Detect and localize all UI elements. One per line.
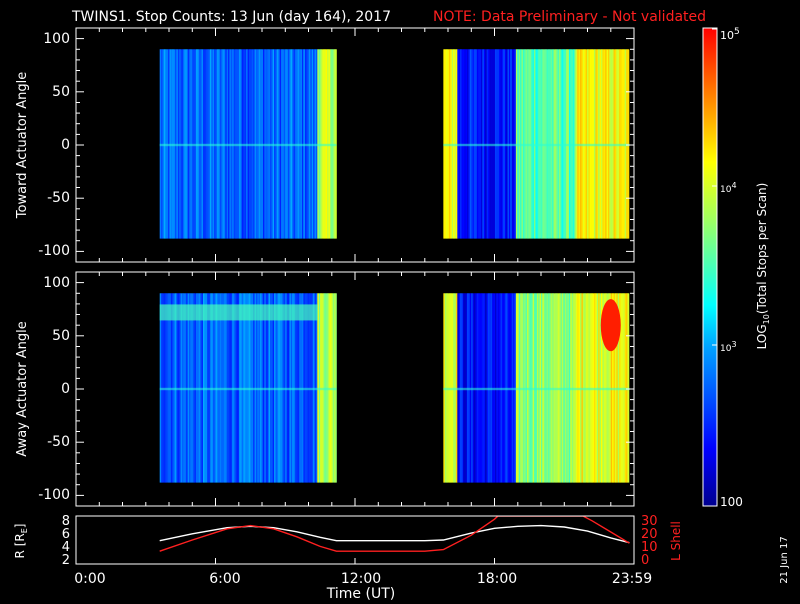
colorbar-ticks: [712, 28, 717, 346]
toward-ytick-100: 100: [43, 31, 70, 47]
colorbar-tick-label-1e3: 103: [720, 340, 737, 354]
toward-ytick-0: 0: [61, 137, 70, 153]
x-axis-label: Time (UT): [326, 586, 395, 600]
l-shell-line: [159, 516, 630, 552]
colorbar-tick-label-top: 105: [720, 27, 740, 42]
colorbar-tick-top-base: 10: [720, 29, 734, 42]
away-zero-angle-band: [443, 387, 630, 391]
axes-ticks: [75, 28, 635, 564]
toward-heatmap: [159, 49, 630, 239]
orbit-left-ylabel: R [RE]: [13, 524, 29, 559]
away-ytick-m100: -100: [38, 487, 70, 503]
colorbar-label-sub: 10: [762, 314, 771, 324]
chart-title: TWINS1. Stop Counts: 13 Jun (day 164), 2…: [71, 9, 391, 25]
away-ytick-50: 50: [52, 328, 70, 344]
away-ytick-100: 100: [43, 275, 70, 291]
toward-ytick-m100: -100: [38, 243, 70, 259]
colorbar-tick-top-exp: 5: [734, 27, 740, 37]
toward-ytick-m50: -50: [47, 190, 70, 206]
orbit-left-ytick-4: 4: [62, 540, 70, 555]
x-ticklabels: 0:00 6:00 12:00 18:00 23:59: [74, 571, 652, 587]
xtick-0000: 0:00: [74, 571, 105, 587]
colorbar-tick-1e4-base: 10: [720, 185, 732, 195]
orbit-left-ylabel-main: R [R: [13, 533, 27, 558]
xtick-1800: 18:00: [477, 571, 517, 587]
colorbar-label: LOG10(Total Stops per Scan): [755, 183, 771, 350]
xtick-2359: 23:59: [612, 571, 652, 587]
orbit-left-ytick-2: 2: [62, 553, 70, 568]
orbit-lines: [159, 516, 630, 552]
away-heatmap: [159, 293, 630, 483]
orbit-right-ytick-30: 30: [641, 514, 658, 529]
colorbar-tick-1e3-base: 10: [720, 344, 732, 354]
orbit-left-ylabel-sub: E: [20, 528, 29, 533]
orbit-left-ylabel-end: ]: [13, 524, 27, 529]
away-intensity-blob: [600, 299, 621, 352]
toward-ylabel: Toward Actuator Angle: [15, 72, 30, 219]
colorbar-tick-1e3-exp: 3: [731, 340, 736, 349]
toward-zero-angle-band: [443, 143, 630, 147]
colorbar: [702, 27, 718, 507]
colorbar-label-prefix: LOG: [755, 324, 769, 349]
colorbar-tick-label-1e4: 104: [720, 181, 737, 195]
orbit-left-yticks: 8 6 4 2: [62, 514, 70, 568]
preliminary-note: NOTE: Data Preliminary - Not validated: [433, 9, 706, 25]
colorbar-label-suffix: (Total Stops per Scan): [755, 183, 769, 314]
orbit-right-ytick-20: 20: [641, 527, 658, 542]
colorbar-tick-label-bottom: 100: [720, 495, 743, 509]
toward-yticks: 100 50 0 -50 -100: [38, 31, 70, 259]
orbit-left-ytick-8: 8: [62, 514, 70, 529]
orbit-left-ytick-6: 6: [62, 527, 70, 542]
orbit-right-ylabel: L Shell: [669, 521, 683, 561]
xtick-1200: 12:00: [341, 571, 381, 587]
away-ytick-0: 0: [61, 381, 70, 397]
xtick-0600: 6:00: [209, 571, 240, 587]
away-enhanced-band: [159, 304, 318, 321]
orbit-right-ytick-0: 0: [641, 553, 649, 568]
orbit-right-ytick-10: 10: [641, 540, 658, 555]
away-yticks: 100 50 0 -50 -100: [38, 275, 70, 503]
toward-ytick-50: 50: [52, 84, 70, 100]
datestamp: 21 Jun 17: [779, 536, 790, 583]
away-zero-angle-band: [159, 387, 337, 391]
orbit-right-yticks: 30 20 10 0: [641, 514, 658, 568]
away-ylabel: Away Actuator Angle: [15, 321, 30, 456]
toward-zero-angle-band: [159, 143, 337, 147]
away-ytick-m50: -50: [47, 434, 70, 450]
colorbar-tick-1e4-exp: 4: [731, 181, 736, 190]
